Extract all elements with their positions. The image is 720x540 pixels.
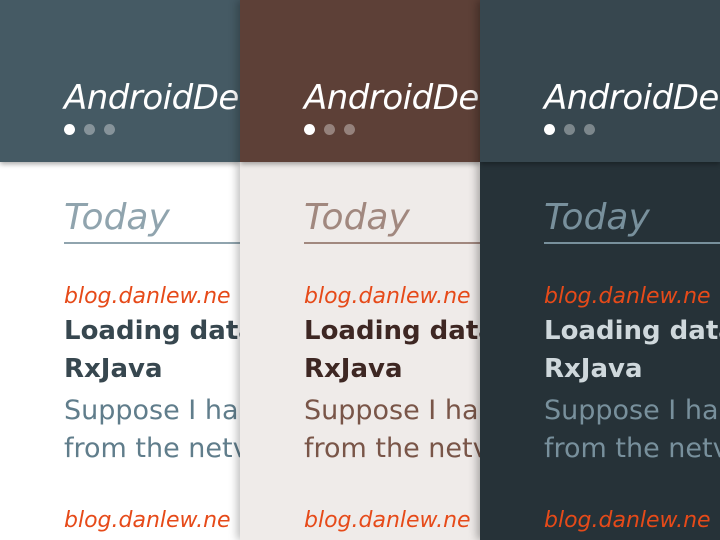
theme-preview-dark[interactable]: AndroidDe Today blog.danlew.ne Loading d… [480,0,720,540]
post-title-line: RxJava [544,354,643,384]
content-background [0,162,240,540]
post-title-line: Loading data [544,316,720,346]
post-source[interactable]: blog.danlew.ne [544,284,711,309]
page-dot[interactable] [584,124,595,135]
post-snippet-line: from the netv [304,433,480,464]
post-source[interactable]: blog.danlew.ne [64,284,231,309]
page-dot-active[interactable] [544,124,555,135]
content-background [480,162,720,540]
post-title[interactable]: Loading data RxJava [64,312,240,388]
theme-preview-blue-grey[interactable]: AndroidDe Today blog.danlew.ne Loading d… [0,0,240,540]
section-header-today: Today [64,196,240,244]
page-dot[interactable] [324,124,335,135]
post-snippet-line: Suppose I ha [544,395,719,426]
content-background [240,162,480,540]
post-source[interactable]: blog.danlew.ne [304,508,471,533]
post-source[interactable]: blog.danlew.ne [304,284,471,309]
page-dot[interactable] [344,124,355,135]
post-title-line: Loading data [304,316,480,346]
post-source[interactable]: blog.danlew.ne [544,508,711,533]
post-snippet-line: Suppose I ha [304,395,479,426]
post-snippet: Suppose I ha from the netv [304,392,480,468]
page-dot[interactable] [564,124,575,135]
page-dot[interactable] [104,124,115,135]
post-title[interactable]: Loading data RxJava [544,312,720,388]
post-title-line: RxJava [304,354,403,384]
page-dot[interactable] [84,124,95,135]
post-snippet: Suppose I ha from the netv [544,392,720,468]
page-dot-active[interactable] [304,124,315,135]
app-toolbar: AndroidDe [0,0,240,162]
post-title-line: Loading data [64,316,240,346]
post-title-line: RxJava [64,354,163,384]
post-snippet-line: from the netv [544,433,720,464]
post-snippet-line: Suppose I ha [64,395,239,426]
post-snippet-line: from the netv [64,433,240,464]
app-toolbar: AndroidDe [480,0,720,162]
page-dot-active[interactable] [64,124,75,135]
app-title: AndroidDe [544,78,719,118]
section-header-today: Today [544,196,720,244]
section-header-today: Today [304,196,480,244]
post-snippet: Suppose I ha from the netv [64,392,240,468]
app-toolbar: AndroidDe [240,0,480,162]
app-title: AndroidDe [304,78,479,118]
app-title: AndroidDe [64,78,239,118]
post-title[interactable]: Loading data RxJava [304,312,480,388]
post-source[interactable]: blog.danlew.ne [64,508,231,533]
theme-preview-brown[interactable]: AndroidDe Today blog.danlew.ne Loading d… [240,0,480,540]
